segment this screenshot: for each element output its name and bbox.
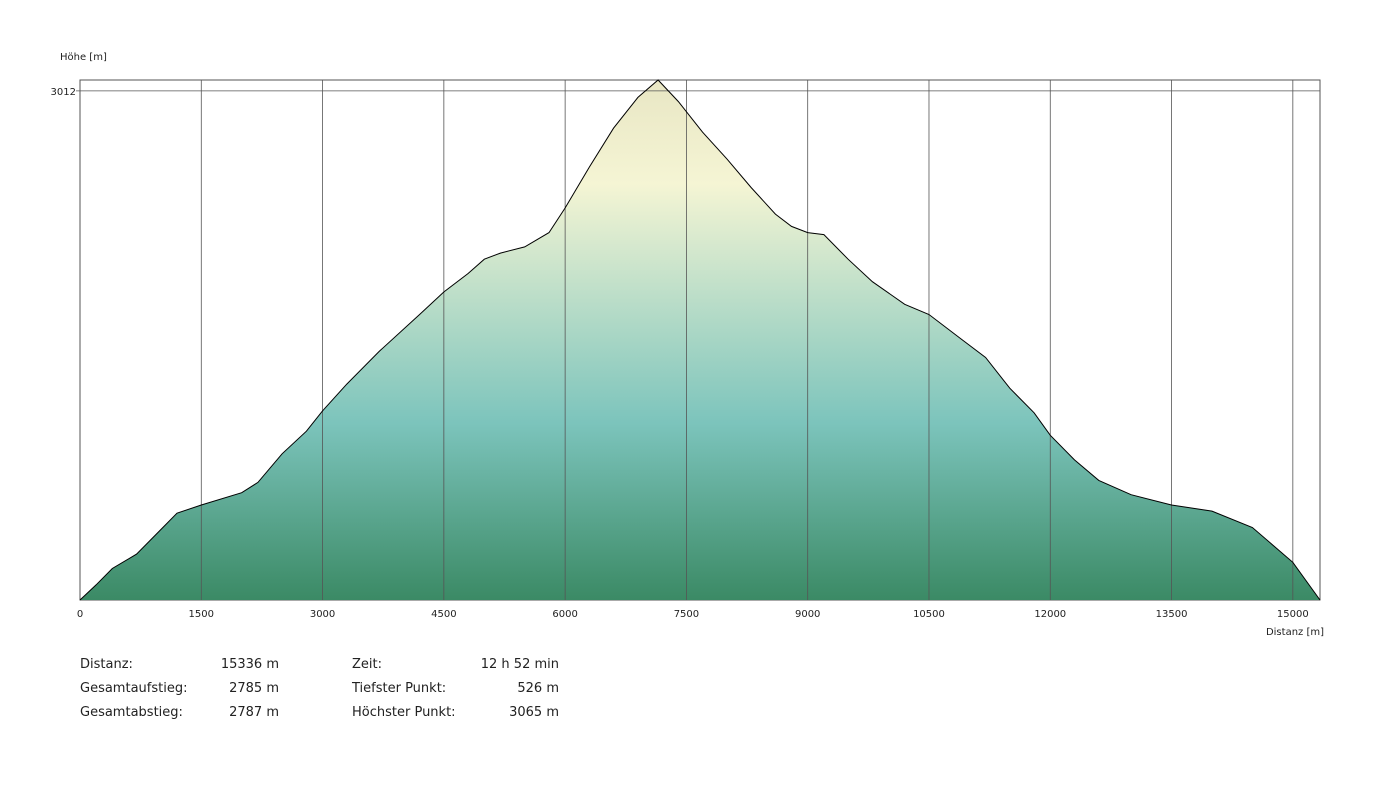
x-tick-label: 13500 bbox=[1156, 609, 1188, 620]
stat-label: Gesamtaufstieg: bbox=[80, 681, 188, 696]
y-axis-title: Höhe [m] bbox=[60, 52, 107, 63]
x-tick-label: 0 bbox=[77, 609, 83, 620]
x-tick-label: 15000 bbox=[1277, 609, 1309, 620]
stat-value: 12 h 52 min bbox=[480, 657, 559, 672]
x-tick-label: 10500 bbox=[913, 609, 945, 620]
stat-label: Distanz: bbox=[80, 657, 133, 672]
stat-label: Zeit: bbox=[352, 657, 382, 672]
elevation-line bbox=[79, 79, 1321, 601]
x-tick-label: 7500 bbox=[674, 609, 699, 620]
x-tick-label: 12000 bbox=[1034, 609, 1066, 620]
stat-value: 526 m bbox=[517, 681, 559, 696]
x-axis-title: Distanz [m] bbox=[1266, 627, 1324, 638]
stat-label: Höchster Punkt: bbox=[352, 705, 456, 720]
stat-label: Tiefster Punkt: bbox=[352, 681, 447, 696]
stat-value: 2787 m bbox=[229, 705, 279, 720]
x-tick-label: 4500 bbox=[431, 609, 456, 620]
stat-label: Gesamtabstieg: bbox=[80, 705, 183, 720]
x-tick-label: 1500 bbox=[189, 609, 214, 620]
y-tick-label: 3012 bbox=[51, 87, 76, 98]
x-tick-label: 3000 bbox=[310, 609, 335, 620]
stat-value: 3065 m bbox=[509, 705, 559, 720]
elevation-area bbox=[80, 80, 1320, 600]
stat-value: 2785 m bbox=[229, 681, 279, 696]
x-tick-label: 6000 bbox=[552, 609, 577, 620]
stat-value: 15336 m bbox=[220, 657, 279, 672]
x-tick-label: 9000 bbox=[795, 609, 820, 620]
